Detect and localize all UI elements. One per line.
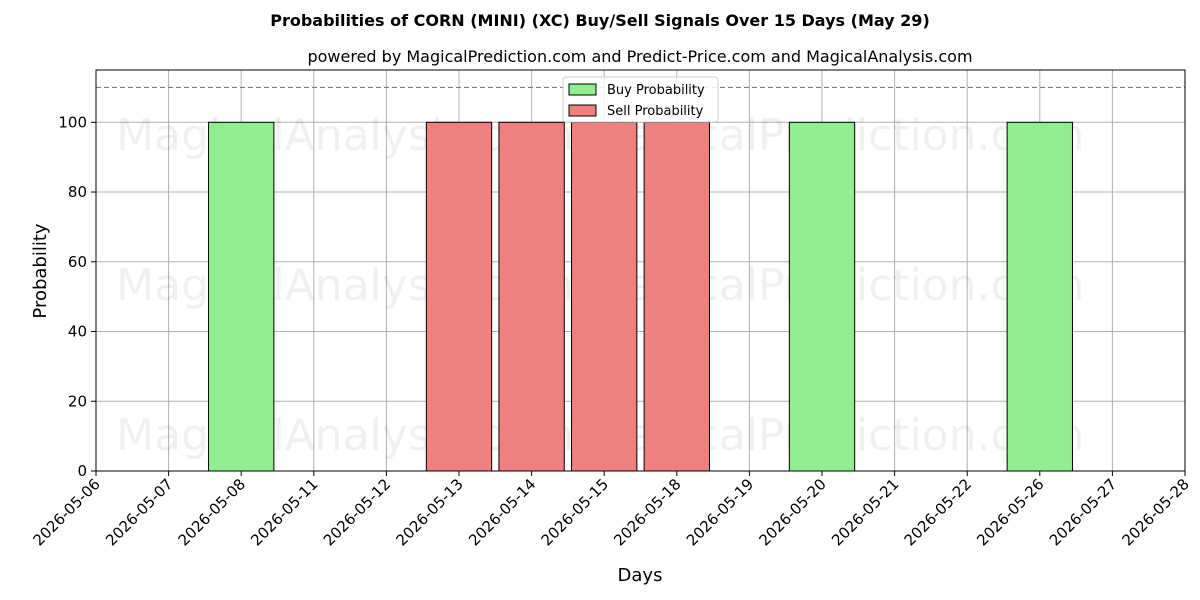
legend-label: Sell Probability [607, 104, 704, 119]
legend-swatch [568, 83, 597, 96]
y-tick-label: 0 [77, 462, 87, 480]
y-tick-label: 80 [68, 183, 87, 201]
x-tick-label: 2026-05-11 [247, 475, 321, 549]
x-tick-label: 2026-05-12 [320, 475, 394, 549]
x-tick-label: 2026-05-28 [1118, 475, 1192, 549]
x-tick-label: 2026-05-20 [755, 475, 829, 549]
x-tick-label: 2026-05-06 [29, 475, 103, 549]
x-tick-label: 2026-05-19 [683, 475, 757, 549]
plot-frame [95, 69, 1186, 472]
bars [208, 121, 1073, 472]
x-tick-label: 2026-05-22 [901, 475, 975, 549]
x-tick-label: 2026-05-27 [1046, 475, 1120, 549]
y-axis-ticks: 0 20 40 60 80 100 [58, 113, 96, 480]
legend: Buy Probability Sell Probability [562, 76, 719, 123]
y-tick-label: 20 [68, 392, 87, 410]
x-tick-label: 2026-05-13 [392, 475, 466, 549]
bar [208, 121, 275, 472]
legend-swatch [568, 104, 597, 117]
watermark-text: MagicalAnalysis.com [116, 110, 574, 161]
x-tick-label: 2026-05-15 [538, 475, 612, 549]
x-axis-ticks: 2026-05-062026-05-072026-05-082026-05-11… [29, 471, 1193, 549]
y-tick-label: 40 [68, 323, 87, 341]
bar [643, 121, 710, 472]
bar [788, 121, 856, 472]
chart-subtitle: powered by MagicalPrediction.com and Pre… [307, 47, 972, 66]
y-axis-label: Probability [30, 223, 51, 318]
bar [1006, 121, 1073, 472]
bar [498, 121, 565, 472]
x-tick-label: 2026-05-18 [610, 475, 684, 549]
y-tick-label: 100 [58, 113, 87, 131]
chart-title: Probabilities of CORN (MINI) (XC) Buy/Se… [270, 11, 930, 30]
x-tick-label: 2026-05-08 [175, 475, 249, 549]
x-tick-label: 2026-05-07 [102, 475, 176, 549]
watermark-text: MagicalAnalysis.com [116, 410, 574, 461]
legend-box [562, 76, 719, 123]
y-tick-label: 60 [68, 253, 87, 271]
legend-label: Buy Probability [607, 83, 705, 98]
watermark-text: MagicalAnalysis.com [116, 260, 574, 311]
x-tick-label: 2026-05-21 [828, 475, 902, 549]
x-tick-label: 2026-05-14 [465, 475, 539, 549]
x-axis-label: Days [618, 565, 663, 586]
bar [425, 121, 493, 472]
bar [571, 121, 638, 472]
x-tick-label: 2026-05-26 [973, 475, 1047, 549]
